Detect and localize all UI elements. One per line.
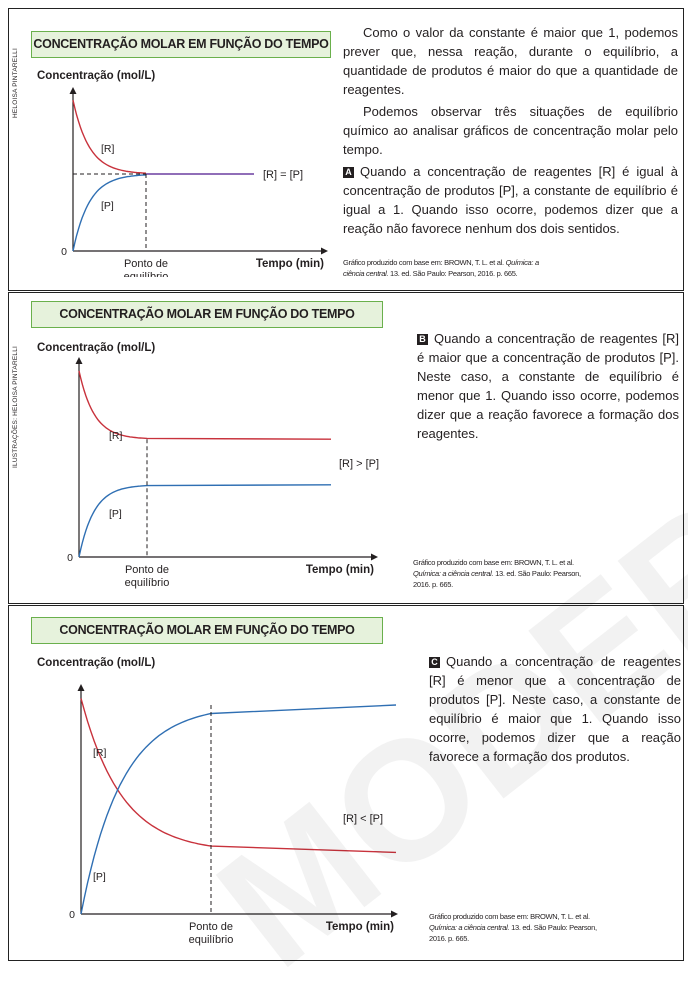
chart-title: CONCENTRAÇÃO MOLAR EM FUNÇÃO DO TEMPO xyxy=(31,617,383,644)
source-note-1: Gráfico produzido com base em: BROWN, T.… xyxy=(343,258,539,278)
illustration-credit-1: HELOISA PINTARELLI xyxy=(12,48,19,118)
x-axis-label: Tempo (min) xyxy=(326,921,394,933)
equilibrium-label-line2: equilíbrio xyxy=(125,577,170,589)
series-p-label: [P] xyxy=(109,508,122,520)
case-c-text: Quando a concentração de reagentes [R] é… xyxy=(429,654,681,764)
series-r-label: [R] xyxy=(93,747,107,759)
text-block-b: B Quando a concentração de reagentes [R] … xyxy=(417,329,679,446)
source-note-2: Gráfico produzido com base em: BROWN, T.… xyxy=(413,558,581,589)
panel-less: CONCENTRAÇÃO MOLAR EM FUNÇÃO DO TEMPO Co… xyxy=(8,605,684,961)
y-axis-label: Concentração (mol/L) xyxy=(37,657,155,669)
chart-title: CONCENTRAÇÃO MOLAR EM FUNÇÃO DO TEMPO xyxy=(31,301,383,328)
origin-label: 0 xyxy=(67,552,73,564)
badge-c: C xyxy=(429,657,440,668)
y-axis-arrow xyxy=(75,357,83,364)
series-p-curve xyxy=(80,704,397,915)
panel-greater: CONCENTRAÇÃO MOLAR EM FUNÇÃO DO TEMPO Co… xyxy=(8,292,684,604)
series-r-label: [R] xyxy=(101,143,115,155)
y-axis-arrow xyxy=(77,684,85,691)
equilibrium-label-line2: equilíbrio xyxy=(124,271,169,277)
equilibrium-label-line2: equilíbrio xyxy=(189,934,234,946)
equilibrium-label-line1: Ponto de xyxy=(125,564,169,576)
x-axis-arrow xyxy=(391,910,398,918)
chart-greater: Concentração (mol/L) Tempo (min) 0 Ponto de… xyxy=(37,342,379,589)
case-b-text: Quando a concentração de reagentes [R] é… xyxy=(417,331,679,441)
equilibrium-label-line1: Ponto de xyxy=(124,258,168,270)
text-block-c: C Quando a concentração de reagentes [R] … xyxy=(429,652,681,769)
y-axis-arrow xyxy=(69,87,77,94)
source-note-3: Gráfico produzido com base em: BROWN, T.… xyxy=(429,912,597,943)
x-axis-arrow xyxy=(321,247,328,255)
chart-less: Concentração (mol/L) Tempo (min) 0 Ponto de… xyxy=(37,657,398,946)
x-axis-arrow xyxy=(371,553,378,561)
illustration-credit-2: ILUSTRAÇÕES: HELOISA PINTARELLI xyxy=(12,345,19,468)
series-p-curve xyxy=(72,174,147,252)
text-block-a: Como o valor da constante é maior que 1,… xyxy=(343,23,678,241)
case-c-paragraph: C Quando a concentração de reagentes [R] … xyxy=(429,652,681,766)
x-axis-label: Tempo (min) xyxy=(256,258,324,270)
annotation: [R] < [P] xyxy=(343,813,383,825)
series-p-label: [P] xyxy=(101,200,114,212)
panel-equal: CONCENTRAÇÃO MOLAR EM FUNÇÃO DO TEMPO Co… xyxy=(8,8,684,291)
series-p-label: [P] xyxy=(93,871,106,883)
x-axis-label: Tempo (min) xyxy=(306,564,374,576)
origin-label: 0 xyxy=(61,246,67,258)
series-p-curve xyxy=(78,484,332,558)
case-a-paragraph: A Quando a concentração de reagentes [R] … xyxy=(343,162,678,238)
series-r-label: [R] xyxy=(109,430,123,442)
chart-title: CONCENTRAÇÃO MOLAR EM FUNÇÃO DO TEMPO xyxy=(31,31,331,58)
series-r-curve xyxy=(78,370,332,440)
annotation: [R] = [P] xyxy=(263,169,303,181)
badge-a: A xyxy=(343,167,354,178)
intro-paragraph: Como o valor da constante é maior que 1,… xyxy=(343,25,678,97)
case-b-paragraph: B Quando a concentração de reagentes [R] … xyxy=(417,329,679,443)
chart-equal: Concentração (mol/L) Tempo (min) 0 Ponto de… xyxy=(37,70,328,277)
y-axis-label: Concentração (mol/L) xyxy=(37,342,155,354)
origin-label: 0 xyxy=(69,909,75,921)
series-r-curve xyxy=(72,99,147,174)
badge-b: B xyxy=(417,334,428,345)
equilibrium-label-line1: Ponto de xyxy=(189,921,233,933)
intro-paragraph-2: Podemos observar três situações de equil… xyxy=(343,104,678,157)
annotation: [R] > [P] xyxy=(339,458,379,470)
y-axis-label: Concentração (mol/L) xyxy=(37,70,155,82)
case-a-text: Quando a concentração de reagentes [R] é… xyxy=(343,164,678,236)
series-r-curve xyxy=(80,698,397,854)
